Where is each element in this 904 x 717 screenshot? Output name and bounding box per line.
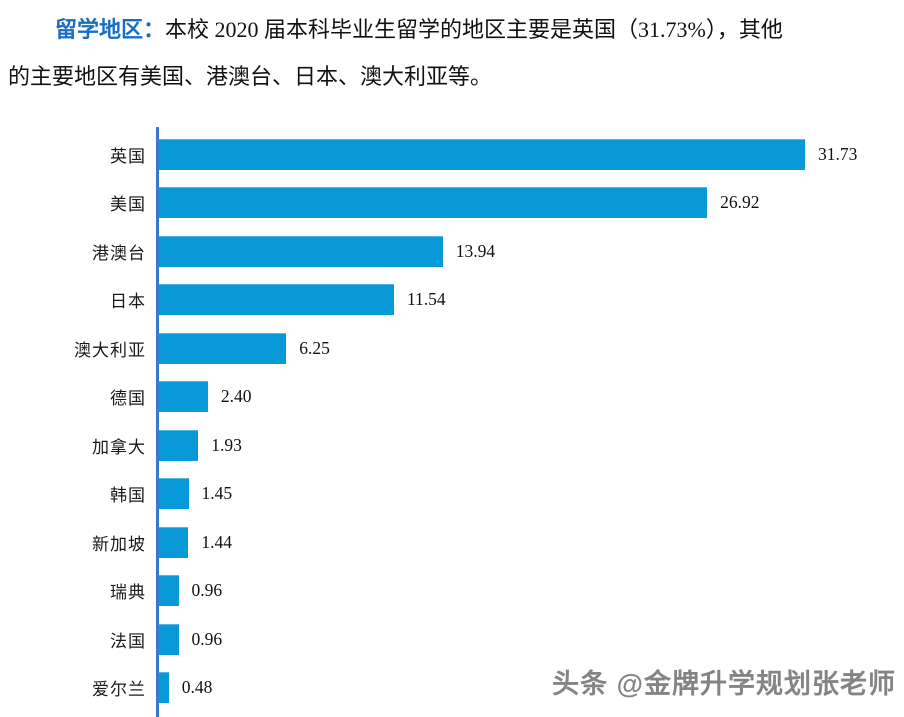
category-label: 美国 <box>110 195 146 215</box>
value-label: 0.48 <box>181 677 213 698</box>
intro-text-line2: 的主要地区有美国、港澳台、日本、澳大利亚等。 <box>8 64 493 89</box>
chart-row: 瑞典 0.96 <box>0 567 904 616</box>
intro-paragraph: 留学地区：本校 2020 届本科毕业生留学的地区主要是英国（31.73%），其他… <box>8 6 898 100</box>
chart-row: 加拿大 1.93 <box>0 421 904 470</box>
value-label: 1.45 <box>201 483 233 504</box>
bar <box>159 575 179 607</box>
value-label: 13.94 <box>455 240 496 261</box>
bar <box>159 526 189 558</box>
chart-row: 爱尔兰 0.48 <box>0 664 904 713</box>
chart-rows: 英国 31.73 美国 26.92 港澳台 13.94 日本 11.54 澳大利亚 6.25 德国 2… <box>0 130 904 712</box>
category-label: 新加坡 <box>92 534 146 554</box>
value-label: 31.73 <box>818 143 858 164</box>
category-label: 澳大利亚 <box>74 340 146 360</box>
bar <box>159 332 287 364</box>
chart-row: 英国 31.73 <box>0 130 904 179</box>
category-label: 瑞典 <box>110 583 146 603</box>
value-label: 0.96 <box>191 580 223 601</box>
category-label: 法国 <box>110 631 146 651</box>
value-label: 2.40 <box>220 386 252 407</box>
category-label: 加拿大 <box>92 437 146 457</box>
intro-lead-heading: 留学地区： <box>55 17 166 42</box>
chart-row: 美国 26.92 <box>0 179 904 228</box>
bar <box>159 478 189 510</box>
bar <box>159 284 394 316</box>
chart-row: 新加坡 1.44 <box>0 518 904 567</box>
category-label: 港澳台 <box>92 243 146 263</box>
intro-line-1: 留学地区：本校 2020 届本科毕业生留学的地区主要是英国（31.73%），其他 <box>8 6 898 53</box>
category-label: 日本 <box>110 292 146 312</box>
chart-row: 港澳台 13.94 <box>0 227 904 276</box>
value-label: 0.96 <box>191 628 223 649</box>
value-label: 1.44 <box>201 531 232 552</box>
value-label: 26.92 <box>720 192 760 213</box>
category-label: 英国 <box>110 146 146 166</box>
value-label: 11.54 <box>406 289 446 310</box>
chart-row: 韩国 1.45 <box>0 470 904 519</box>
chart-row: 法国 0.96 <box>0 615 904 664</box>
bar <box>159 138 805 170</box>
chart-row: 澳大利亚 6.25 <box>0 324 904 373</box>
bar <box>159 235 443 267</box>
value-label: 6.25 <box>299 337 330 358</box>
value-label: 1.93 <box>211 434 242 455</box>
bar <box>159 187 708 219</box>
bar <box>159 429 199 461</box>
bar <box>159 672 169 704</box>
category-label: 德国 <box>110 389 146 409</box>
chart-row: 日本 11.54 <box>0 276 904 325</box>
bar <box>159 381 208 413</box>
watermark-text: 头条 @金牌升学规划张老师 <box>552 669 896 699</box>
chart-row: 德国 2.40 <box>0 373 904 422</box>
y-axis-line <box>156 127 159 717</box>
category-label: 爱尔兰 <box>92 680 146 700</box>
bar <box>159 623 179 655</box>
category-label: 韩国 <box>110 486 146 506</box>
intro-text-line1: 本校 2020 届本科毕业生留学的地区主要是英国（31.73%），其他 <box>165 17 783 42</box>
study-abroad-bar-chart: 英国 31.73 美国 26.92 港澳台 13.94 日本 11.54 澳大利亚 6.25 德国 2… <box>0 127 904 717</box>
